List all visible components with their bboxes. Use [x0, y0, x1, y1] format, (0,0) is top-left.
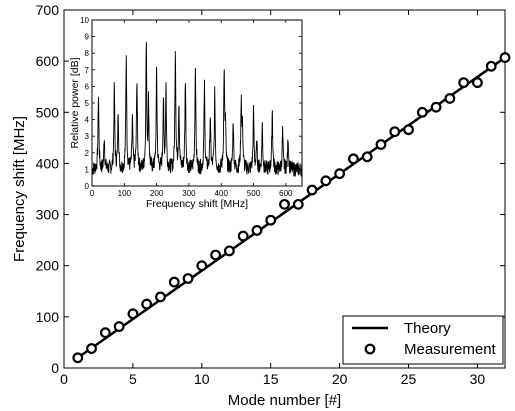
- measurement-point: [113, 321, 125, 332]
- inset-y-tick-label: 1: [85, 165, 90, 174]
- x-tick-label: 0: [60, 371, 68, 387]
- y-axis-title: Frequency shift [MHz]: [11, 116, 28, 262]
- legend: Theory Measurement: [342, 315, 504, 365]
- x-tick-label: 10: [194, 371, 210, 387]
- measurement-point: [237, 230, 249, 242]
- measurement-point: [210, 249, 221, 261]
- x-tick-label: 5: [129, 371, 137, 387]
- x-axis-title: Mode number [#]: [228, 392, 341, 409]
- y-tick-label: 0: [51, 360, 59, 376]
- inset-y-tick-label: 5: [85, 99, 90, 108]
- measurement-point: [472, 77, 483, 89]
- measurement-point: [86, 343, 97, 354]
- inset-y-tick-label: 2: [85, 149, 90, 158]
- inset-x-tick-label: 600: [279, 189, 293, 198]
- measurement-point: [251, 225, 263, 236]
- measurement-point: [168, 276, 180, 288]
- inset-x-tick-label: 400: [215, 189, 229, 198]
- y-tick-label: 300: [36, 207, 60, 223]
- inset-x-tick-label: 200: [150, 189, 164, 198]
- x-tick-label: 20: [332, 371, 348, 387]
- measurement-point: [375, 139, 387, 150]
- measurement-point: [348, 153, 359, 165]
- inset-plot: 0 100 200 300 400 500 600 0 1 2 3 4 5 6 7 8 9 10 Frequenc…: [69, 16, 303, 210]
- y-tick-label: 200: [36, 258, 60, 274]
- measurement-point: [196, 260, 208, 272]
- inset-y-tick-label: 3: [85, 132, 90, 141]
- measurement-point: [292, 198, 304, 210]
- inset-x-tick-label: 500: [247, 189, 261, 198]
- inset-spectrum-line: [91, 41, 303, 177]
- inset-y-axis-title: Relative power [dB]: [69, 57, 81, 148]
- measurement-point: [416, 106, 428, 118]
- legend-box: [342, 315, 504, 365]
- inset-y-tick-label: 10: [80, 16, 89, 25]
- inset-y-tick-label: 8: [85, 49, 90, 58]
- inset-x-tick-label: 300: [182, 189, 196, 198]
- y-tick-label: 700: [36, 2, 60, 18]
- measurement-point: [403, 124, 414, 136]
- legend-label-theory: Theory: [404, 320, 451, 337]
- inset-x-axis-title: Frequency shift [MHz]: [146, 198, 248, 210]
- measurement-point: [444, 93, 456, 104]
- measurement-point: [499, 52, 511, 63]
- measurement-point: [389, 126, 401, 138]
- x-tick-label: 15: [263, 371, 279, 387]
- inset-ticks: 0 100 200 300 400 500 600 0 1 2 3 4 5 6 7 8 9 10: [80, 16, 302, 198]
- measurement-point: [485, 60, 497, 72]
- inset-y-tick-label: 7: [85, 66, 90, 75]
- inset-y-tick-label: 6: [85, 82, 90, 91]
- legend-measurement-swatch: [364, 343, 376, 355]
- measurement-point: [361, 151, 373, 163]
- measurement-point: [265, 214, 277, 226]
- inset-x-tick-label: 0: [90, 189, 95, 198]
- measurement-point: [141, 298, 153, 310]
- inset-y-tick-label: 9: [85, 33, 90, 42]
- measurement-point: [279, 198, 290, 210]
- measurement-point: [155, 291, 166, 303]
- y-tick-label: 100: [36, 309, 60, 325]
- measurement-point: [306, 184, 318, 196]
- legend-label-measurement: Measurement: [404, 341, 497, 358]
- x-tick-label: 25: [401, 371, 417, 387]
- main-series: [72, 52, 511, 364]
- measurement-point: [430, 101, 442, 113]
- y-tick-label: 400: [36, 155, 60, 171]
- inset-y-tick-label: 0: [85, 182, 90, 191]
- measurement-point: [223, 245, 235, 257]
- measurement-point: [127, 308, 139, 320]
- measurement-point: [334, 168, 346, 180]
- inset-y-tick-label: 4: [85, 116, 90, 125]
- x-tick-label: 30: [470, 371, 486, 387]
- measurement-point: [458, 77, 470, 89]
- y-tick-label: 500: [36, 104, 60, 120]
- measurement-point: [72, 352, 84, 364]
- inset-x-tick-label: 100: [118, 189, 132, 198]
- y-tick-label: 600: [36, 53, 60, 69]
- measurement-point: [320, 175, 332, 187]
- measurement-point: [99, 327, 111, 339]
- measurement-point: [182, 273, 194, 284]
